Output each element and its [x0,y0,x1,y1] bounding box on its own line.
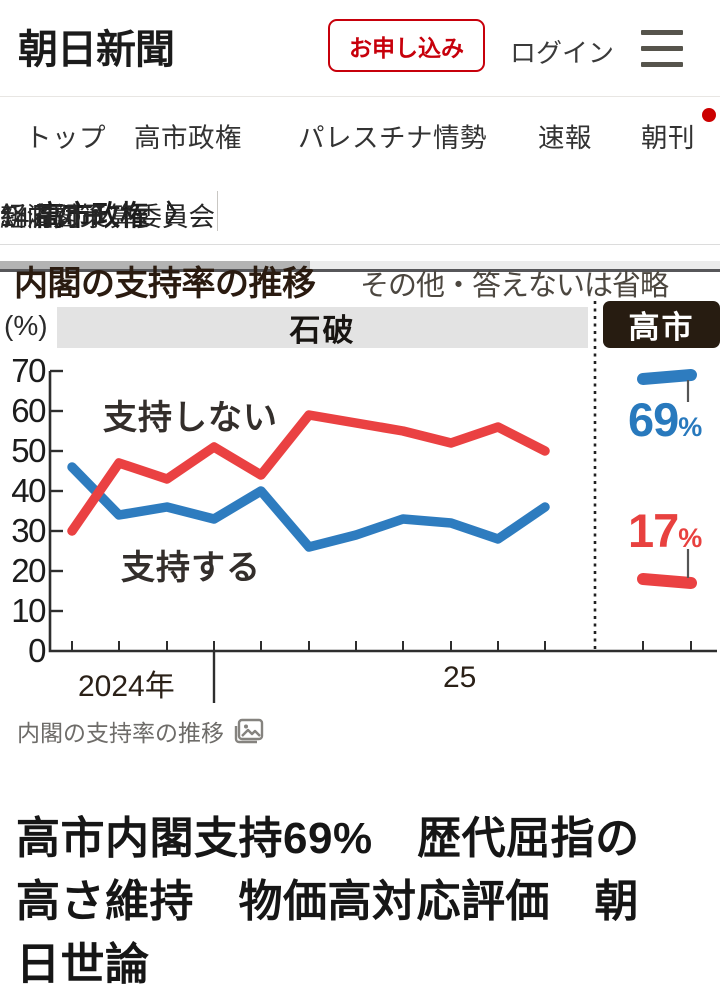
approve-value-label: 69% [628,392,702,447]
chart-title: 内閣の支持率の推移 [14,265,316,303]
era-band-ishiba: 石破 [57,307,588,348]
hamburger-menu-icon[interactable] [641,30,683,67]
y-axis-tick-label: 60 [11,392,46,429]
percent-sign: % [678,412,703,442]
subnav-item-new-cabinet[interactable]: 新内閣 [0,202,80,232]
y-axis-tick-label: 70 [11,352,46,389]
x-axis-label-2024: 2024年 [78,670,175,703]
series-label-approve: 支持する [121,549,261,587]
y-axis-tick-label: 20 [11,552,46,589]
chart-note: その他・答えないは省略 [360,270,669,302]
asahi-logo[interactable]: 朝日新聞 [18,27,175,72]
nav-item-top[interactable]: トップ [25,123,106,153]
signup-button[interactable]: お申し込み [328,19,485,72]
x-axis-label-25: 25 [443,661,477,694]
chevron-right-icon: 〉 [166,200,192,228]
hamburger-bar [641,30,683,35]
nav-bottom-border [0,269,720,272]
nav-item-morning-edition[interactable]: 朝刊 [641,108,716,155]
percent-sign: % [678,523,703,553]
nav-item-palestine[interactable]: パレスチナ情勢 [298,123,487,153]
subnav-item-economic-policy[interactable]: 経済対策 [0,202,106,232]
series-label-disapprove: 支持しない [103,399,278,437]
hamburger-bar [641,46,683,51]
era-box-takaichi: 高市 [603,301,720,348]
y-axis-tick-label: 40 [11,472,46,509]
y-axis-tick-label: 10 [11,592,46,629]
disapprove-value-number: 17 [628,504,679,557]
disapprove-value-label: 17% [628,503,702,558]
subnav-item-budget-committee[interactable]: 14日の予算委員会 [0,202,215,232]
notification-dot [702,108,716,122]
nav-scrollbar-thumb[interactable] [0,261,310,269]
caption-text: 内閣の支持率の推移 [17,720,224,746]
subnav-divider [217,191,218,231]
nav-item-takaichi-cabinet[interactable]: 高市政権 [134,123,242,153]
top-nav: トップ 高市政権 パレスチナ情勢 速報 朝刊 [0,97,720,272]
image-icon[interactable] [234,718,264,745]
sub-nav: 高市政権 〉 14日の予算委員会 経済対策 新内閣 [0,175,720,245]
article-headline[interactable]: 高市内閣支持69% 歴代屈指の高さ維持 物価高対応評価 朝日世論 [16,814,640,990]
line-chart [48,301,717,703]
y-axis-tick-label: 50 [11,432,46,469]
app-header: 朝日新聞 お申し込み ログイン [0,0,720,97]
figure-caption: 内閣の支持率の推移 [17,714,264,748]
y-axis-tick-label: 0 [28,632,46,669]
nav-item-label: 朝刊 [641,123,695,153]
hamburger-bar [641,62,683,67]
nav-item-breaking[interactable]: 速報 [538,123,592,153]
approve-value-number: 69 [628,393,679,446]
subnav-section-link[interactable]: 高市政権 [36,200,149,231]
y-axis-unit-label: (%) [4,310,48,341]
nav-scrollbar-track [0,261,720,269]
login-link[interactable]: ログイン [510,38,615,68]
y-axis-tick-label: 30 [11,512,46,549]
